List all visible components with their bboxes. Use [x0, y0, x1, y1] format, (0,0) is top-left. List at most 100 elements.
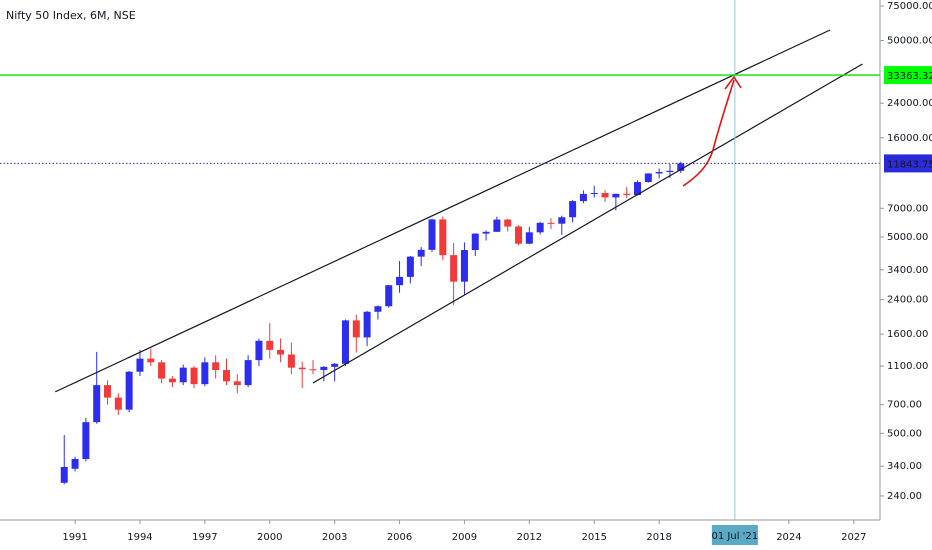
candle-body [623, 193, 631, 195]
candle-body [374, 306, 382, 312]
candle-body [331, 363, 339, 367]
candle-body [612, 193, 620, 198]
trendline [54, 29, 831, 393]
candle-body [385, 285, 393, 307]
y-tick-label: 500.00 [887, 428, 922, 439]
y-tick-label: 7000.00 [887, 203, 928, 214]
candle-body [460, 250, 468, 282]
x-tick-label: 2018 [646, 532, 671, 543]
y-tick-label: 1100.00 [887, 361, 928, 372]
candle-body [601, 193, 609, 198]
candle-body [515, 226, 523, 244]
x-tick-label: 2015 [582, 532, 607, 543]
candle-body [428, 219, 436, 250]
candle-body [569, 201, 577, 218]
candle-body [558, 217, 566, 224]
y-axis-panel [880, 0, 932, 520]
candle-body [201, 362, 209, 385]
candle-body [125, 371, 133, 410]
candle-body [439, 219, 447, 256]
x-tick-label: 2006 [387, 532, 412, 543]
candle-body [482, 231, 490, 234]
candle-body [147, 358, 155, 363]
candle-body [590, 193, 598, 195]
candle-body [287, 354, 295, 368]
candle-body [493, 219, 501, 232]
candle-body [341, 320, 349, 364]
candle-body [104, 385, 112, 398]
candle-body [244, 360, 252, 386]
price-label: 11843.75 [887, 159, 932, 170]
y-tick-label: 16000.00 [887, 133, 932, 144]
price-label-bg [884, 66, 932, 85]
candle-body [655, 171, 663, 174]
y-tick-label: 700.00 [887, 400, 922, 411]
candle-body [93, 385, 101, 423]
candle-body [396, 276, 404, 286]
candle-body [233, 381, 241, 386]
y-tick-label: 240.00 [887, 491, 922, 502]
candle-body [504, 219, 512, 227]
candle-body [82, 422, 90, 460]
x-tick-label: 1991 [62, 532, 87, 543]
candle-body [190, 367, 198, 385]
candle-body [168, 378, 176, 383]
chart-title: Nifty 50 Index, 6M, NSE [6, 9, 136, 22]
candle-body [666, 170, 674, 172]
x-tick-label: 2027 [841, 532, 866, 543]
candle-body [677, 163, 685, 171]
candle-body [644, 173, 652, 183]
vertical-line-label-bg [711, 525, 758, 545]
trendline [312, 63, 863, 384]
candle-body [212, 362, 220, 371]
vertical-line-label: 01 Jul '21 [712, 531, 759, 542]
price-label: 33363.32 [887, 71, 932, 82]
y-tick-label: 3400.00 [887, 265, 928, 276]
candle-body [352, 320, 360, 338]
y-tick-label: 50000.00 [887, 36, 932, 47]
candle-body [298, 367, 306, 370]
y-tick-label: 340.00 [887, 461, 922, 472]
x-tick-label: 1994 [127, 532, 152, 543]
candle-body [634, 182, 642, 195]
x-tick-label: 2003 [322, 532, 347, 543]
candle-body [266, 340, 274, 350]
candle-body [363, 311, 371, 338]
candle-body [450, 255, 458, 282]
y-tick-label: 5000.00 [887, 232, 928, 243]
x-tick-label: 1997 [192, 532, 217, 543]
x-tick-label: 2000 [257, 532, 282, 543]
y-tick-label: 2400.00 [887, 295, 928, 306]
candle-body [222, 370, 230, 382]
candle-body [158, 362, 166, 379]
plot-area [0, 0, 880, 520]
annotation-arrowhead [724, 75, 742, 90]
y-tick-label: 24000.00 [887, 98, 932, 109]
x-tick-label: 2012 [517, 532, 542, 543]
candle-body [536, 222, 544, 233]
y-tick-label: 1600.00 [887, 329, 928, 340]
y-tick-label: 75000.00 [887, 1, 932, 12]
candle-body [71, 459, 79, 469]
x-axis-panel [0, 520, 932, 550]
candle-body [579, 193, 587, 202]
candle-body [179, 367, 187, 383]
price-label-bg [884, 154, 932, 173]
candle-body [114, 397, 122, 410]
candle-body [320, 366, 328, 371]
candle-body [136, 358, 144, 372]
axes: 75000.00 50000.00 24000.00 16000.00 7000.00 5… [62, 1, 932, 545]
candle-body [417, 249, 425, 257]
candle-body [309, 369, 317, 371]
x-tick-label: 2024 [776, 532, 801, 543]
candle-body [406, 256, 414, 277]
candle-body [547, 222, 555, 224]
candle-body [60, 466, 68, 483]
x-tick-label: 2009 [452, 532, 477, 543]
candle-body [471, 233, 479, 251]
candle-body [525, 232, 533, 244]
annotation-arrow [682, 79, 735, 187]
candle-body [255, 340, 263, 361]
